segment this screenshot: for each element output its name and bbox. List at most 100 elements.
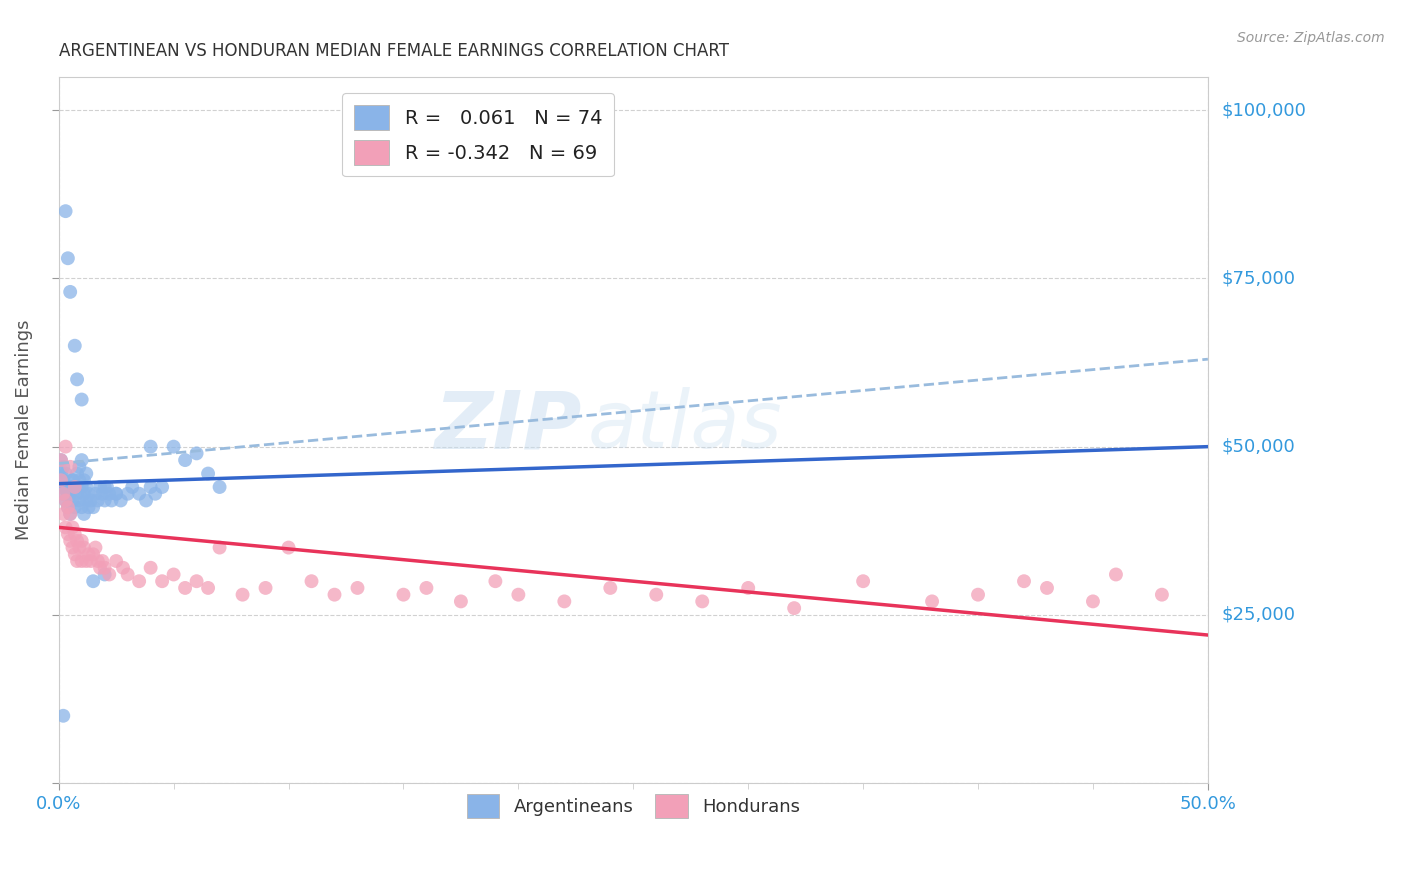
Point bbox=[56, 500, 79, 515]
Point bbox=[100, 493, 122, 508]
Text: ZIP: ZIP bbox=[434, 387, 582, 466]
Point bbox=[75, 480, 97, 494]
Point bbox=[117, 487, 139, 501]
Point bbox=[52, 473, 75, 487]
Point bbox=[56, 527, 79, 541]
Point bbox=[73, 507, 96, 521]
Point bbox=[87, 554, 110, 568]
Point bbox=[105, 554, 128, 568]
Point bbox=[49, 480, 72, 494]
Point bbox=[150, 480, 173, 494]
Point bbox=[62, 473, 84, 487]
Point bbox=[392, 588, 415, 602]
Point bbox=[84, 487, 107, 501]
Point bbox=[690, 594, 713, 608]
Point bbox=[277, 541, 299, 555]
Point bbox=[63, 500, 86, 515]
Point bbox=[59, 487, 82, 501]
Point bbox=[93, 493, 115, 508]
Point bbox=[150, 574, 173, 589]
Point bbox=[98, 567, 121, 582]
Point bbox=[52, 487, 75, 501]
Point bbox=[59, 533, 82, 548]
Point bbox=[63, 527, 86, 541]
Point bbox=[162, 440, 184, 454]
Point bbox=[55, 493, 77, 508]
Point bbox=[55, 467, 77, 481]
Point bbox=[508, 588, 530, 602]
Point bbox=[84, 541, 107, 555]
Point bbox=[143, 487, 166, 501]
Point bbox=[80, 554, 103, 568]
Point bbox=[73, 487, 96, 501]
Point bbox=[56, 487, 79, 501]
Point bbox=[89, 560, 111, 574]
Text: $100,000: $100,000 bbox=[1222, 101, 1306, 120]
Point bbox=[70, 554, 93, 568]
Point bbox=[70, 500, 93, 515]
Point bbox=[63, 547, 86, 561]
Point bbox=[70, 453, 93, 467]
Point bbox=[77, 547, 100, 561]
Point bbox=[82, 574, 104, 589]
Point bbox=[63, 339, 86, 353]
Point bbox=[232, 588, 254, 602]
Point bbox=[110, 493, 132, 508]
Point bbox=[87, 493, 110, 508]
Point bbox=[98, 487, 121, 501]
Point bbox=[96, 480, 118, 494]
Point bbox=[93, 560, 115, 574]
Point bbox=[49, 473, 72, 487]
Point bbox=[63, 480, 86, 494]
Point bbox=[1081, 594, 1104, 608]
Point bbox=[55, 480, 77, 494]
Point bbox=[162, 567, 184, 582]
Point bbox=[783, 601, 806, 615]
Point bbox=[553, 594, 575, 608]
Point bbox=[75, 554, 97, 568]
Point bbox=[73, 541, 96, 555]
Point bbox=[49, 453, 72, 467]
Point bbox=[484, 574, 506, 589]
Point bbox=[91, 487, 114, 501]
Point bbox=[49, 467, 72, 481]
Point bbox=[56, 487, 79, 501]
Point bbox=[186, 574, 208, 589]
Point bbox=[112, 560, 135, 574]
Point bbox=[1150, 588, 1173, 602]
Point bbox=[77, 487, 100, 501]
Point bbox=[55, 520, 77, 534]
Point bbox=[55, 493, 77, 508]
Point bbox=[66, 372, 89, 386]
Point bbox=[208, 480, 231, 494]
Point bbox=[62, 493, 84, 508]
Point bbox=[80, 493, 103, 508]
Point bbox=[208, 541, 231, 555]
Point bbox=[139, 440, 162, 454]
Point bbox=[186, 446, 208, 460]
Point bbox=[139, 480, 162, 494]
Text: $75,000: $75,000 bbox=[1222, 269, 1296, 287]
Point bbox=[59, 480, 82, 494]
Point bbox=[1105, 567, 1128, 582]
Point bbox=[645, 588, 668, 602]
Point bbox=[82, 547, 104, 561]
Point bbox=[70, 392, 93, 407]
Point bbox=[70, 480, 93, 494]
Point bbox=[921, 594, 943, 608]
Point bbox=[67, 473, 90, 487]
Point bbox=[346, 581, 368, 595]
Point bbox=[121, 480, 143, 494]
Point bbox=[450, 594, 472, 608]
Legend: Argentineans, Hondurans: Argentineans, Hondurans bbox=[460, 788, 807, 825]
Text: Source: ZipAtlas.com: Source: ZipAtlas.com bbox=[1237, 31, 1385, 45]
Point bbox=[174, 453, 197, 467]
Point bbox=[415, 581, 437, 595]
Point bbox=[105, 487, 128, 501]
Point bbox=[91, 554, 114, 568]
Text: atlas: atlas bbox=[588, 387, 782, 466]
Point bbox=[62, 520, 84, 534]
Point bbox=[52, 459, 75, 474]
Point bbox=[852, 574, 875, 589]
Point bbox=[73, 473, 96, 487]
